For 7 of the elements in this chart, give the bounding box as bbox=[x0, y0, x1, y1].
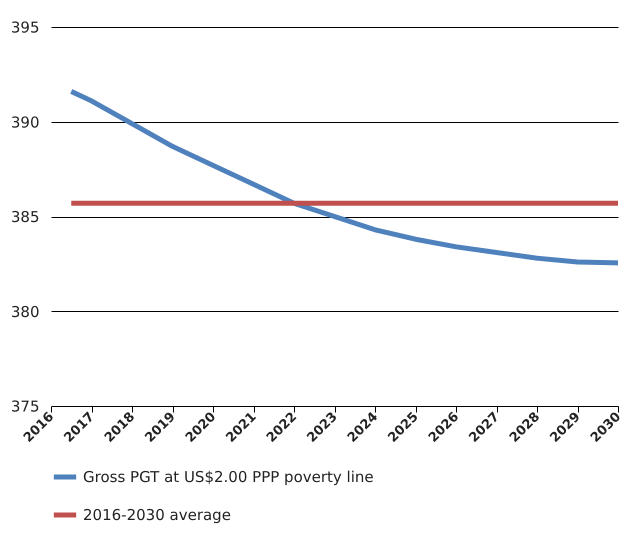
legend-label: 2016-2030 average bbox=[83, 506, 231, 524]
y-tick-label: 380 bbox=[10, 302, 40, 321]
y-tick-label: 375 bbox=[10, 398, 40, 416]
y-tick-label: 385 bbox=[10, 208, 40, 226]
y-tick-label: 390 bbox=[10, 113, 40, 132]
y-tick-label: 395 bbox=[10, 18, 40, 36]
legend-label: Gross PGT at US$2.00 PPP poverty line bbox=[83, 468, 374, 486]
